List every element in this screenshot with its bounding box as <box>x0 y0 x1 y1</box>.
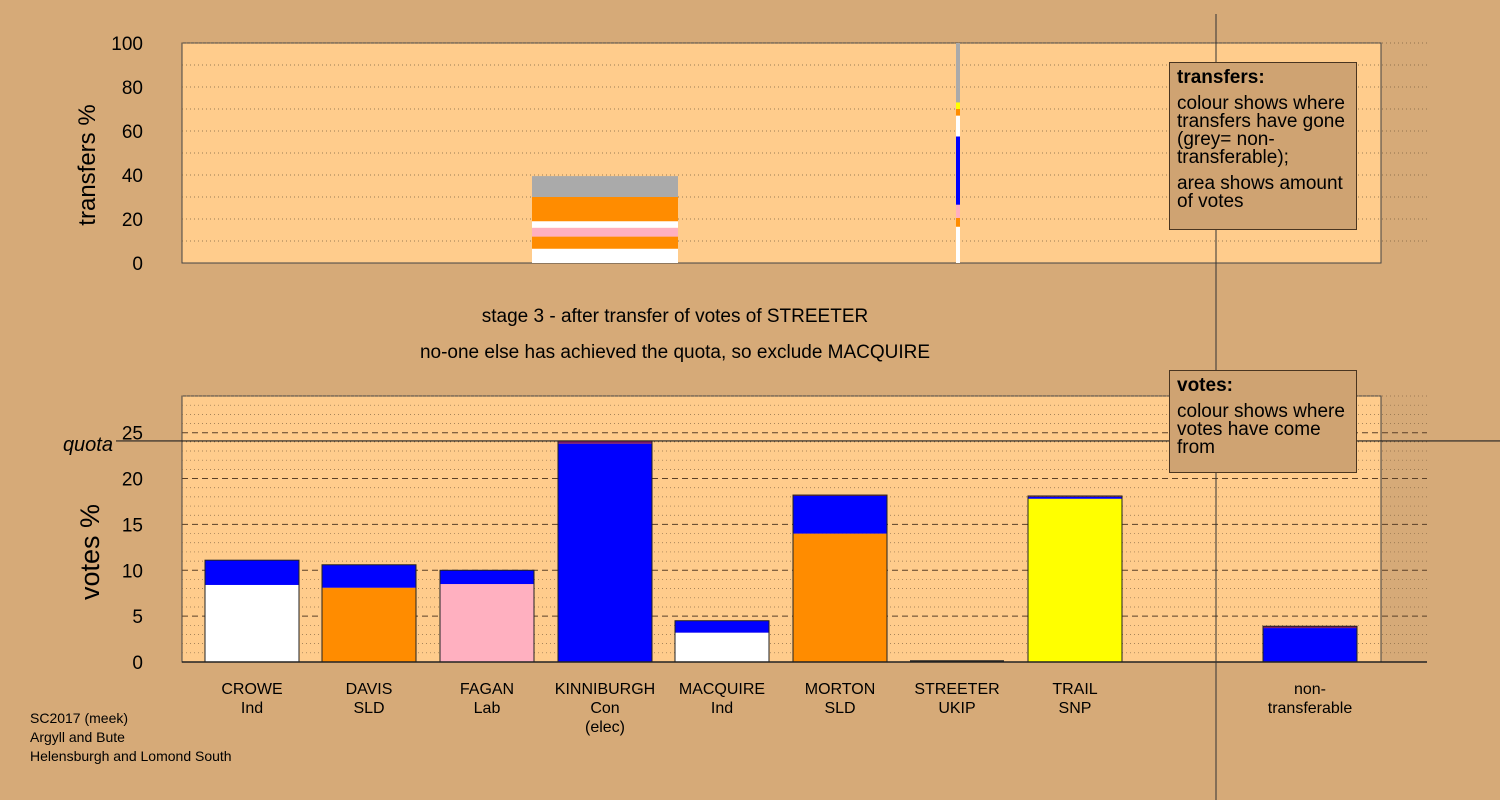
transfer-segment-davis <box>532 236 678 249</box>
candidate-party: SLD <box>824 700 856 717</box>
vote-trail-segment <box>1028 498 1122 662</box>
transfers-legend-text-1: colour shows where transfers have gone (… <box>1177 93 1345 168</box>
votes-tick-label: 15 <box>122 515 143 536</box>
candidate-name: TRAIL <box>1052 681 1098 698</box>
transfers-tick-label: 80 <box>122 78 143 99</box>
candidate-name: DAVIS <box>345 681 393 698</box>
vote-trail-segment <box>1028 496 1122 499</box>
candidate-label-fagan: FAGAN Lab <box>427 680 547 718</box>
vote-morton-segment <box>793 533 887 662</box>
candidate-party: UKIP <box>938 700 976 717</box>
stage-line-2: no-one else has achieved the quota, so e… <box>419 342 931 363</box>
votes-axis-label: votes % <box>75 504 105 600</box>
nontransferable-label: non- <box>1293 681 1327 698</box>
vote-nontransferable-segment <box>1263 626 1357 629</box>
transfers-tick-label: 100 <box>111 34 143 55</box>
transfers-tick-label: 20 <box>122 210 143 231</box>
candidate-party: Ind <box>710 700 734 717</box>
candidate-label-crowe: CROWE Ind <box>192 680 312 718</box>
transfer-segment-davis <box>956 217 960 227</box>
vote-davis-segment <box>322 564 416 588</box>
vote-macquire-segment <box>675 620 769 633</box>
candidate-name: MACQUIRE <box>678 681 766 698</box>
candidate-party: Lab <box>473 700 501 717</box>
vote-macquire-segment <box>675 632 769 662</box>
transfer-segment-morton <box>956 109 960 116</box>
transfer-segment-kinniburgh <box>532 221 678 228</box>
vote-crowe-segment <box>205 560 299 585</box>
transfers-tick-label: 0 <box>132 254 143 275</box>
candidate-name: CROWE <box>221 681 283 698</box>
transfer-segment-fagan <box>956 204 960 218</box>
votes-tick-label: 10 <box>122 561 143 582</box>
transfers-legend: transfers: colour shows where transfers … <box>1169 62 1357 230</box>
vote-morton-segment <box>793 495 887 534</box>
transfer-segment-macquire <box>956 115 960 137</box>
transfer-segment-crowe <box>956 226 960 263</box>
vote-davis-segment <box>322 587 416 662</box>
candidate-label-morton: MORTON SLD <box>780 680 900 718</box>
footer-credit: SC2017 (meek) Argyll and Bute Helensburg… <box>30 709 232 766</box>
nontransferable-label: transferable <box>1267 700 1353 717</box>
transfer-segment-trail <box>956 102 960 109</box>
transfer-segment-non-transferable <box>956 43 960 103</box>
transfers-legend-title: transfers: <box>1177 67 1265 88</box>
vote-fagan-segment <box>440 570 534 585</box>
candidate-label-davis: DAVIS SLD <box>309 680 429 718</box>
candidate-party: SNP <box>1058 700 1092 717</box>
transfers-tick-label: 60 <box>122 122 143 143</box>
candidate-party: Con <box>590 700 620 717</box>
candidate-name: MORTON <box>804 681 876 698</box>
candidate-note: (elec) <box>584 719 625 736</box>
votes-legend-text: colour shows where votes have come from <box>1177 401 1345 458</box>
votes-tick-label: 20 <box>122 470 143 491</box>
footer-line-2: Argyll and Bute <box>30 729 125 745</box>
votes-legend: votes: colour shows where votes have com… <box>1169 370 1357 473</box>
votes-tick-label: 5 <box>132 607 143 628</box>
vote-nontransferable-segment <box>1263 628 1357 662</box>
vote-fagan-segment <box>440 584 534 662</box>
candidate-name: STREETER <box>914 681 1000 698</box>
transfers-legend-text-2: area shows amount of votes <box>1177 173 1343 212</box>
candidate-label-streeter: STREETER UKIP <box>897 680 1017 718</box>
candidate-name: KINNIBURGH <box>554 681 656 698</box>
candidate-label-kinniburgh: KINNIBURGH Con (elec) <box>545 680 665 737</box>
transfers-axis-label: transfers % <box>74 104 101 225</box>
transfer-segment-morton <box>532 197 678 222</box>
votes-legend-title: votes: <box>1177 375 1233 396</box>
transfer-segment-non-transferable <box>532 176 678 197</box>
vote-kinniburgh-segment <box>558 440 652 444</box>
transfers-tick-label: 40 <box>122 166 143 187</box>
candidate-label-nontransferable: non-transferable <box>1250 680 1370 718</box>
candidate-label-trail: TRAIL SNP <box>1015 680 1135 718</box>
candidate-name: FAGAN <box>459 681 515 698</box>
footer-line-3: Helensburgh and Lomond South <box>30 748 232 764</box>
stage-line-1: stage 3 - after transfer of votes of STR… <box>481 306 869 327</box>
candidate-party: SLD <box>353 700 385 717</box>
quota-label: quota <box>63 434 113 456</box>
vote-kinniburgh-segment <box>558 443 652 662</box>
candidate-party: Ind <box>240 700 264 717</box>
votes-tick-label: 0 <box>132 653 143 674</box>
transfer-segment-fagan <box>532 227 678 237</box>
votes-tick-label: 25 <box>122 424 143 445</box>
vote-crowe-segment <box>205 584 299 662</box>
footer-line-1: SC2017 (meek) <box>30 710 129 726</box>
candidate-label-macquire: MACQUIRE Ind <box>662 680 782 718</box>
transfer-segment-crowe <box>532 248 678 263</box>
transfer-segment-kinniburgh <box>956 136 960 205</box>
